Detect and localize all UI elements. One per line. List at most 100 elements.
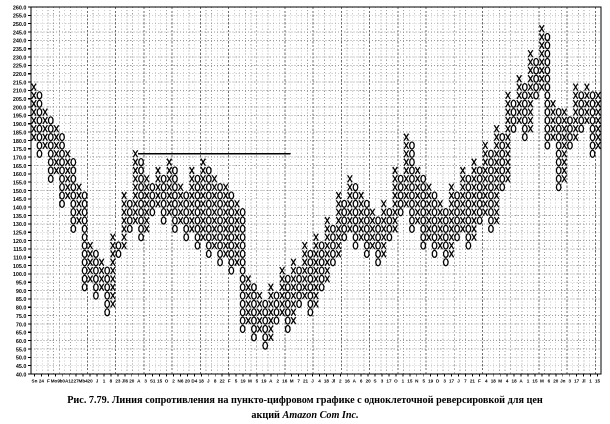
svg-text:18: 18 [199,378,205,383]
svg-text:65.0: 65.0 [16,331,27,337]
svg-text:27: 27 [74,378,80,383]
caption-instrument-name: Amazon Com Inc. [282,410,359,421]
svg-text:S1: S1 [150,378,156,383]
svg-text:245.0: 245.0 [13,30,27,36]
svg-text:O: O [165,378,169,383]
svg-text:260.0: 260.0 [13,5,27,11]
svg-text:4: 4 [485,378,488,383]
svg-text:85.0: 85.0 [16,297,27,303]
svg-text:150.0: 150.0 [13,189,27,195]
svg-text:19: 19 [240,378,246,383]
svg-text:160.0: 160.0 [13,172,27,178]
svg-text:15: 15 [157,378,163,383]
svg-text:195.0: 195.0 [13,114,27,120]
svg-text:1: 1 [103,378,106,383]
svg-text:1: 1 [402,378,405,383]
svg-text:1: 1 [589,378,592,383]
svg-text:185.0: 185.0 [13,130,27,136]
svg-text:2: 2 [172,378,175,383]
svg-text:18: 18 [491,378,497,383]
svg-text:Mo9: Mo9 [51,378,61,383]
figure-caption: Рис. 7.79. Линия сопротивления на пункто… [0,392,610,424]
chart-background [0,0,610,392]
svg-text:80.0: 80.0 [16,306,27,312]
svg-text:F: F [47,378,50,383]
svg-text:J: J [457,378,460,383]
svg-text:100.0: 100.0 [13,272,27,278]
svg-text:17: 17 [574,378,580,383]
svg-text:A12: A12 [65,378,74,383]
svg-text:60.0: 60.0 [16,339,27,345]
svg-text:b0: b0 [60,378,66,383]
svg-text:A: A [353,378,357,383]
svg-text:240.0: 240.0 [13,39,27,45]
svg-text:205.0: 205.0 [13,97,27,103]
svg-text:J: J [207,378,210,383]
svg-text:M: M [498,378,502,383]
svg-text:75.0: 75.0 [16,314,27,320]
svg-text:210.0: 210.0 [13,89,27,95]
svg-text:125.0: 125.0 [13,231,27,237]
svg-text:5: 5 [422,378,425,383]
svg-text:N: N [415,378,419,383]
svg-text:3: 3 [568,378,571,383]
svg-text:6: 6 [548,378,551,383]
svg-text:19: 19 [261,378,267,383]
svg-text:A: A [137,378,141,383]
svg-text:J: J [96,378,99,383]
svg-text:8: 8 [110,378,113,383]
chart-canvas: 260.0255.0250.0245.0240.0235.0230.0225.0… [0,0,610,392]
svg-text:115.0: 115.0 [13,247,26,253]
svg-text:55.0: 55.0 [16,347,27,353]
svg-text:40.0: 40.0 [16,372,27,378]
svg-text:J: J [311,378,314,383]
svg-text:225.0: 225.0 [13,64,27,70]
svg-text:8: 8 [214,378,217,383]
svg-text:23: 23 [115,378,121,383]
svg-text:F: F [478,378,481,383]
svg-text:1: 1 [527,378,530,383]
svg-text:2: 2 [339,378,342,383]
svg-text:6: 6 [360,378,363,383]
svg-text:15: 15 [595,378,601,383]
svg-text:Jl6: Jl6 [122,378,129,383]
svg-text:7: 7 [297,378,300,383]
svg-text:15: 15 [532,378,538,383]
svg-text:105.0: 105.0 [13,264,27,270]
svg-text:D4: D4 [191,378,197,383]
svg-text:20: 20 [185,378,191,383]
pnf-column-marks [31,24,601,350]
svg-text:M: M [290,378,294,383]
svg-text:M: M [540,378,544,383]
svg-text:145.0: 145.0 [13,197,27,203]
svg-text:140.0: 140.0 [13,205,27,211]
svg-text:18: 18 [512,378,518,383]
svg-text:24: 24 [39,378,45,383]
svg-text:220.0: 220.0 [13,72,27,78]
svg-text:110.0: 110.0 [13,256,26,262]
svg-text:4: 4 [318,378,321,383]
svg-text:Mb4: Mb4 [79,378,89,383]
svg-text:90.0: 90.0 [16,289,27,295]
svg-text:170.0: 170.0 [13,155,27,161]
svg-text:5: 5 [235,378,238,383]
svg-text:Jl: Jl [582,378,586,383]
svg-text:200.0: 200.0 [13,105,27,111]
svg-text:3: 3 [144,378,147,383]
point-and-figure-chart: 260.0 255.0 250.0 245.0 240.0 235.0 230.0 225.0… [0,0,610,392]
svg-text:16: 16 [345,378,351,383]
svg-text:16: 16 [282,378,288,383]
svg-text:15: 15 [407,378,413,383]
svg-text:20: 20 [88,378,94,383]
svg-text:165.0: 165.0 [13,164,27,170]
svg-text:70.0: 70.0 [16,322,27,328]
caption-line-1: Рис. 7.79. Линия сопротивления на пункто… [67,395,543,406]
svg-text:Jl: Jl [331,378,335,383]
svg-text:17: 17 [386,378,392,383]
svg-text:235.0: 235.0 [13,47,27,53]
svg-text:5: 5 [256,378,259,383]
svg-text:175.0: 175.0 [13,147,27,153]
svg-text:18: 18 [324,378,330,383]
svg-text:4: 4 [506,378,509,383]
